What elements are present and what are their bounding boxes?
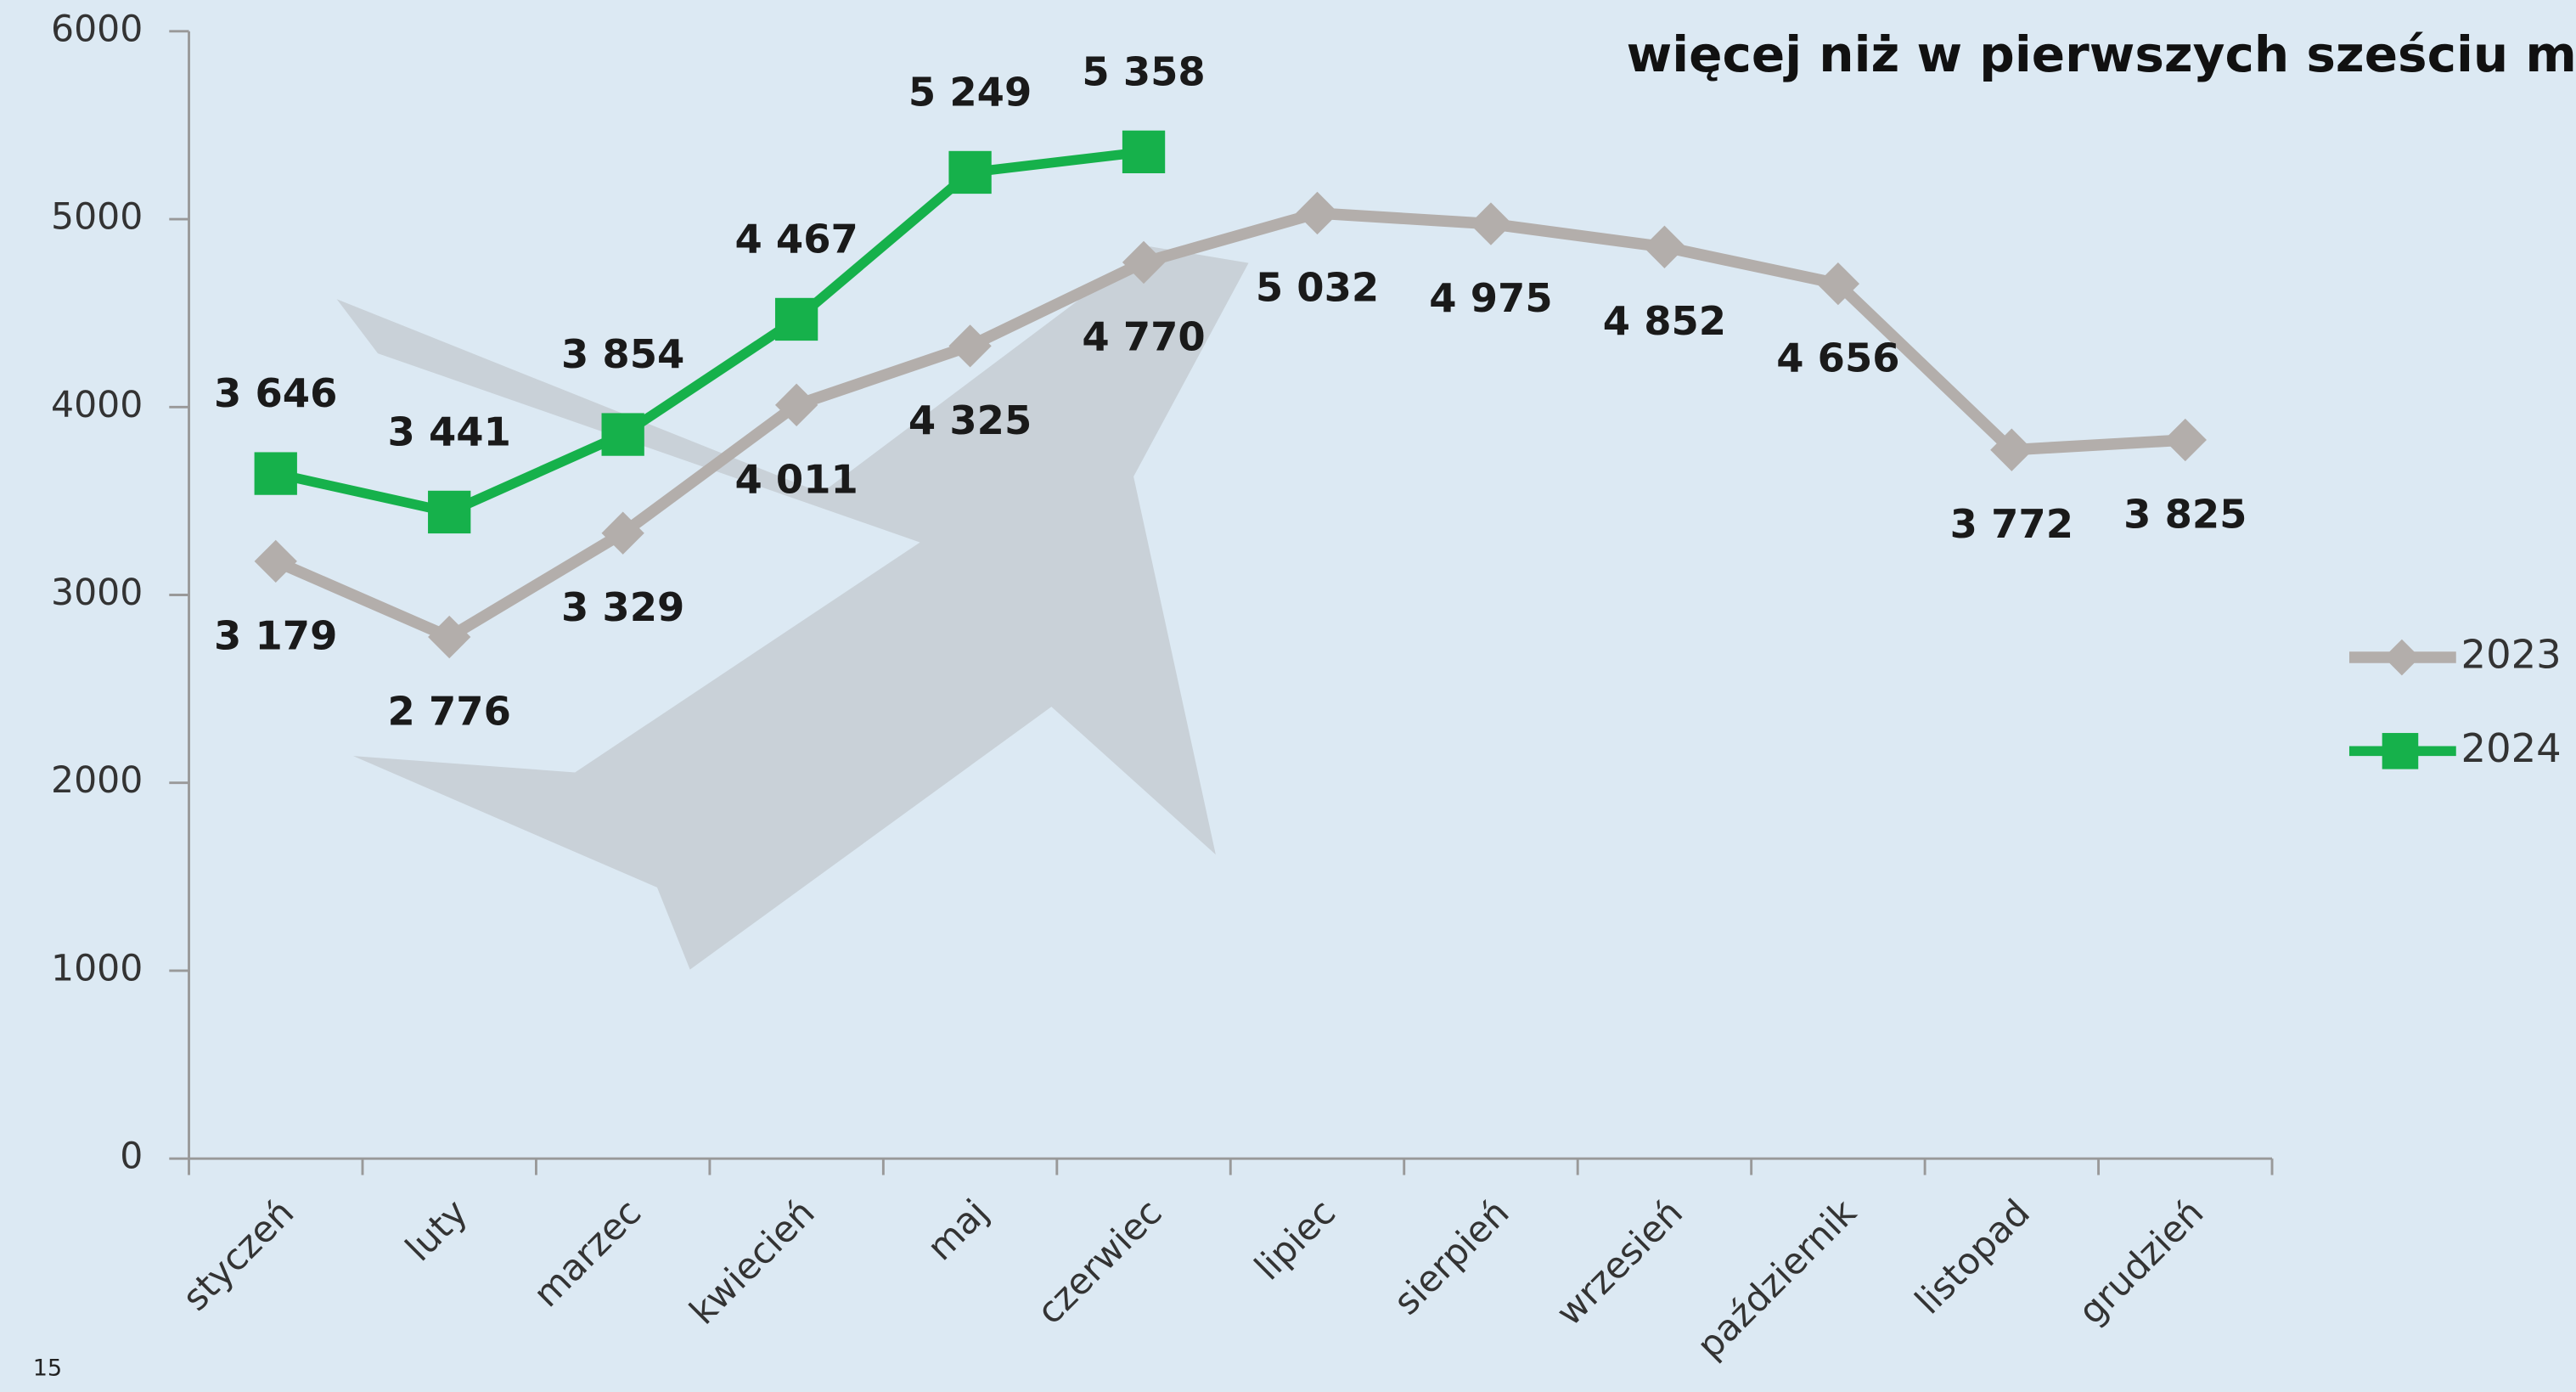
data-label: 4 011 (734, 456, 858, 502)
marker (948, 151, 991, 194)
chart-title: więcej niż w pierwszych sześciu m (1627, 25, 2576, 83)
marker (255, 452, 297, 494)
data-label: 4 325 (908, 397, 1032, 443)
data-label: 4 975 (1429, 275, 1552, 321)
data-label: 3 646 (214, 370, 337, 416)
data-label: 4 656 (1776, 335, 1899, 381)
page: więcej niż w pierwszych sześciu m 15 0 10… (0, 0, 2576, 1392)
data-label: 3 825 (2123, 491, 2247, 537)
marker (428, 491, 470, 533)
chart: więcej niż w pierwszych sześciu m 15 0 10… (0, 0, 2576, 1392)
legend-marker (2382, 733, 2419, 769)
data-label: 2 776 (388, 688, 511, 734)
legend-label: 2024 (2461, 725, 2562, 771)
y-tick-label: 5000 (51, 196, 143, 239)
marker (775, 298, 818, 341)
y-tick-label: 2000 (51, 759, 143, 802)
data-label: 5 249 (908, 70, 1032, 116)
data-label: 3 441 (388, 409, 511, 454)
data-label: 5 358 (1082, 48, 1205, 94)
data-label: 4 852 (1603, 298, 1726, 344)
y-tick-label: 3000 (51, 572, 143, 614)
data-label: 3 772 (1950, 501, 2073, 547)
marker (602, 413, 644, 455)
y-tick-label: 1000 (51, 947, 143, 989)
y-tick-label: 6000 (51, 8, 143, 50)
data-label: 5 032 (1256, 264, 1379, 310)
data-label: 4 467 (734, 217, 858, 262)
y-tick-label: 4000 (51, 384, 143, 426)
page-number: 15 (33, 1355, 62, 1381)
legend-label: 2023 (2461, 632, 2562, 678)
y-tick-label: 0 (120, 1136, 143, 1178)
data-label: 3 179 (214, 612, 337, 658)
marker (1122, 131, 1165, 173)
data-label: 4 770 (1082, 313, 1205, 359)
data-label: 3 854 (561, 331, 684, 377)
background (0, 0, 2576, 1392)
data-label: 3 329 (561, 584, 684, 630)
